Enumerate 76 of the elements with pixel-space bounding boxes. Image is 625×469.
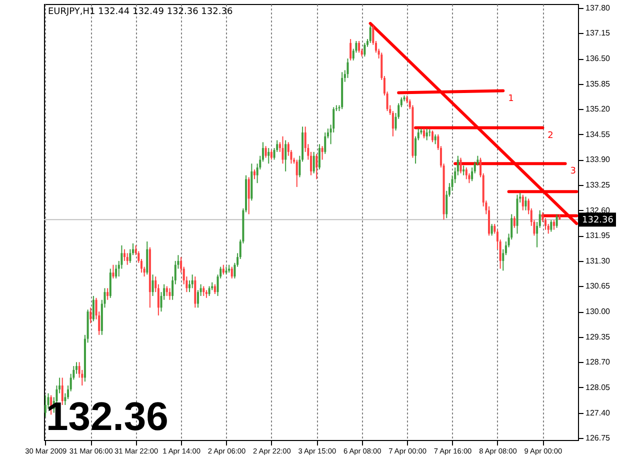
candlestick bbox=[115, 264, 118, 279]
candlestick bbox=[462, 165, 465, 176]
y-tick-label: 136.50 bbox=[586, 54, 611, 63]
candlestick bbox=[364, 42, 366, 58]
y-tick-label: 128.05 bbox=[586, 382, 611, 392]
candlestick bbox=[264, 146, 267, 158]
candlestick bbox=[316, 153, 318, 180]
candlestick bbox=[431, 130, 434, 143]
candlestick bbox=[312, 151, 315, 174]
candlestick bbox=[112, 264, 114, 279]
y-tick-label: 133.90 bbox=[586, 155, 611, 164]
y-tick-label: 128.70 bbox=[586, 358, 611, 367]
candlestick bbox=[426, 128, 428, 141]
y-tick-label: 135.85 bbox=[586, 79, 611, 88]
candlestick bbox=[465, 167, 468, 180]
series-label: 3 bbox=[570, 166, 576, 177]
candlestick bbox=[270, 149, 272, 160]
y-tick-label: 130.65 bbox=[586, 282, 611, 291]
candlestick bbox=[44, 394, 46, 418]
candlestick bbox=[106, 288, 109, 300]
candlestick bbox=[346, 58, 349, 78]
candlestick bbox=[522, 194, 524, 211]
candlestick bbox=[194, 276, 196, 308]
series-label: 2 bbox=[548, 130, 554, 141]
y-tick-label: 127.40 bbox=[586, 408, 611, 418]
candlestick bbox=[92, 295, 94, 322]
candlestick bbox=[90, 307, 92, 324]
candlestick bbox=[324, 132, 326, 154]
candlestick bbox=[318, 144, 320, 170]
candlestick bbox=[214, 284, 216, 295]
candlestick bbox=[168, 288, 171, 300]
candlestick bbox=[202, 286, 205, 296]
candlestick bbox=[282, 136, 284, 164]
candlestick bbox=[152, 274, 154, 296]
candlestick bbox=[146, 240, 148, 276]
candlestick bbox=[253, 168, 256, 180]
y-tick-label: 132.60 bbox=[586, 206, 611, 215]
candlestick bbox=[490, 223, 493, 236]
candlestick bbox=[222, 264, 224, 276]
candlestick bbox=[109, 268, 112, 298]
y-tick-label: 130.00 bbox=[586, 307, 611, 316]
y-tick-label: 135.20 bbox=[586, 104, 611, 114]
y-tick-label: 126.75 bbox=[586, 434, 611, 443]
candlestick bbox=[124, 248, 126, 262]
candlestick bbox=[296, 159, 298, 188]
y-tick-label: 137.80 bbox=[586, 3, 611, 12]
ref-line-label: 132.36 bbox=[582, 216, 614, 226]
candlestick bbox=[191, 274, 194, 289]
y-tick-label: 133.25 bbox=[586, 180, 611, 190]
candlestick bbox=[321, 146, 324, 160]
candlestick bbox=[552, 220, 555, 230]
candlestick bbox=[166, 286, 168, 296]
series-label: 1 bbox=[508, 94, 514, 104]
y-tick-label: 137.15 bbox=[586, 28, 611, 38]
candlestick bbox=[208, 286, 210, 296]
candlestick bbox=[248, 176, 250, 215]
candlestick bbox=[550, 220, 552, 232]
y-tick-label: 131.30 bbox=[586, 256, 611, 266]
annotation: 132.36 bbox=[46, 395, 168, 439]
chart-title: EURJPY,H1 132.44 132.49 132.36 132.36 bbox=[48, 7, 233, 17]
candlestick bbox=[268, 148, 270, 164]
candlestick bbox=[524, 196, 527, 211]
candlestick bbox=[350, 38, 352, 61]
candlestick bbox=[126, 252, 128, 266]
y-tick-label: 129.35 bbox=[586, 332, 611, 342]
candlestick bbox=[423, 128, 426, 139]
candlestick bbox=[284, 140, 287, 172]
y-tick-label: 134.55 bbox=[586, 130, 611, 139]
candlestick bbox=[369, 24, 372, 44]
candlestick bbox=[230, 266, 233, 279]
candlestick bbox=[556, 214, 558, 228]
y-tick-label: 131.95 bbox=[586, 231, 611, 240]
candlestick bbox=[358, 40, 360, 54]
candlestick bbox=[513, 216, 516, 228]
candlestick bbox=[460, 157, 462, 174]
candlestick bbox=[434, 134, 436, 145]
